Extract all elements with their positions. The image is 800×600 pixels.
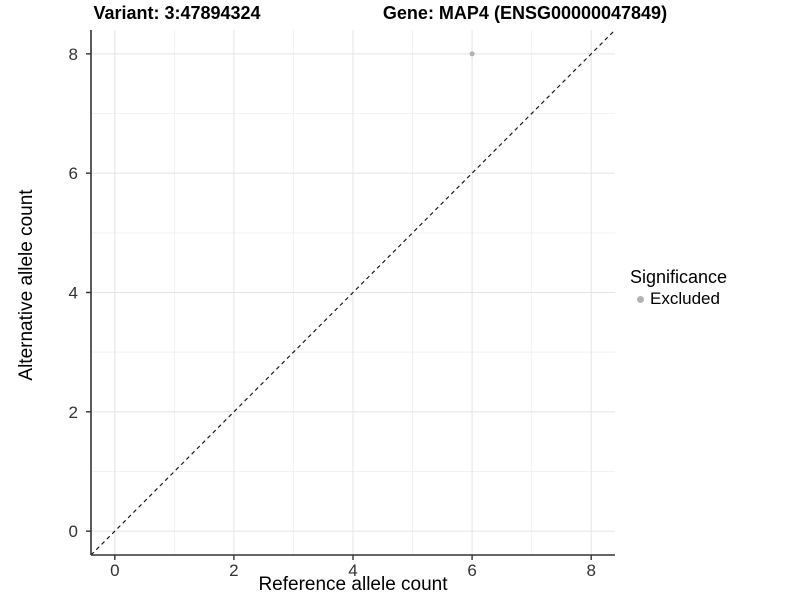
legend-item-label: Excluded (650, 289, 720, 308)
y-tick-label: 2 (69, 403, 78, 422)
excluded-dot-icon (636, 295, 644, 303)
y-tick-label: 8 (69, 45, 78, 64)
x-axis-title: Reference allele count (258, 574, 448, 595)
legend-key (632, 291, 648, 307)
plot-title-gene: Gene: MAP4 (ENSG00000047849) (382, 3, 668, 23)
legend: Significance Excluded (630, 266, 727, 310)
x-tick-label: 8 (586, 561, 595, 580)
legend-title: Significance (630, 267, 728, 287)
identity-line (90, 29, 616, 556)
x-tick-label: 0 (110, 561, 119, 580)
y-tick-label: 0 (69, 522, 78, 541)
y-tick-label: 4 (69, 284, 78, 303)
x-tick-label: 2 (229, 561, 238, 580)
x-tick-label: 6 (467, 561, 476, 580)
y-tick-label: 6 (69, 164, 78, 183)
y-axis-title: Alternative allele count (16, 189, 37, 381)
legend-item-excluded: Excluded (630, 288, 727, 310)
data-point (469, 51, 475, 57)
plot-title-variant: Variant: 3:47894324 (93, 3, 261, 23)
x-tick-label: 4 (348, 561, 357, 580)
